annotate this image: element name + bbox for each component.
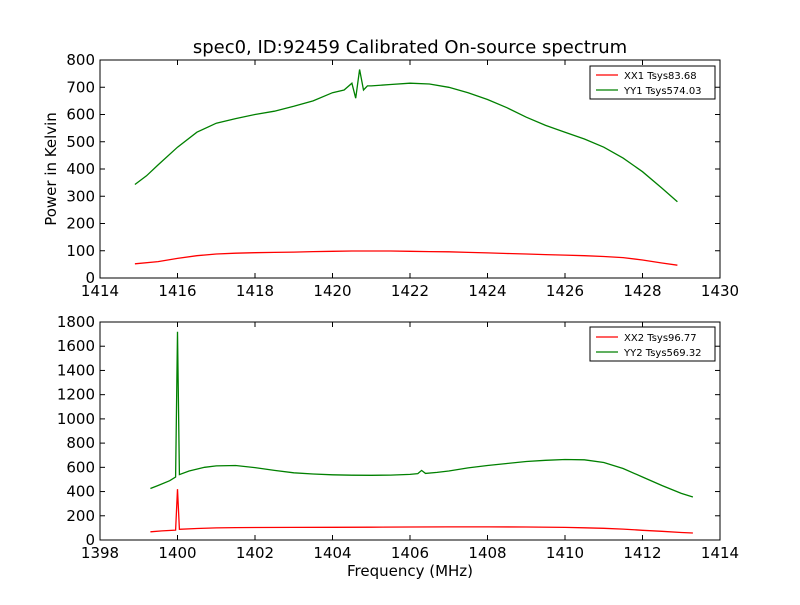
bottom-x-tick-label: 1404: [313, 544, 351, 562]
figure-title: spec0, ID:92459 Calibrated On-source spe…: [193, 37, 627, 58]
bottom-series-line-yy2: [150, 331, 694, 498]
bottom-x-ticks: 1398 1400 1402 1404 1406 1408 1410 1412 1414: [81, 322, 739, 562]
top-x-tick-label: 1430: [701, 282, 739, 300]
top-x-tick-label: 1420: [313, 282, 351, 300]
top-x-tick-label: 1426: [546, 282, 584, 300]
top-y-tick-label: 600: [66, 106, 95, 124]
bottom-x-tick-label: 1408: [468, 544, 506, 562]
top-chart: 1414 1416 1418 1420 1422 1424 1426 1428 1430 0 10…: [42, 51, 739, 300]
top-series-group: [134, 69, 678, 266]
bottom-legend-label-yy2: YY2 Tsys569.32: [623, 348, 702, 359]
top-y-tick-label: 200: [66, 215, 95, 233]
bottom-series-line-xx2: [150, 489, 693, 534]
bottom-legend: XX2 Tsys96.77 YY2 Tsys569.32: [589, 326, 716, 362]
bottom-y-tick-label: 1800: [57, 313, 95, 331]
top-y-tick-label: 500: [66, 133, 95, 151]
top-y-ticks: 0 100 200 300 400 500 600 700 800: [66, 51, 720, 287]
top-x-tick-label: 1422: [391, 282, 429, 300]
top-y-tick-label: 0: [85, 269, 95, 287]
top-legend-label-yy1: YY1 Tsys574.03: [623, 86, 702, 97]
bottom-legend-box: [589, 326, 716, 362]
bottom-series-group: [150, 331, 694, 534]
top-y-axis-label: Power in Kelvin: [42, 112, 60, 226]
top-x-tick-label: 1418: [236, 282, 274, 300]
top-y-tick-label: 100: [66, 242, 95, 260]
bottom-x-tick-label: 1412: [623, 544, 661, 562]
top-legend-box: [589, 65, 716, 100]
top-x-tick-label: 1414: [81, 282, 119, 300]
bottom-y-tick-label: 600: [66, 458, 95, 476]
bottom-x-tick-label: 1400: [158, 544, 196, 562]
top-y-tick-label: 300: [66, 187, 95, 205]
bottom-y-tick-label: 0: [85, 531, 95, 549]
top-x-tick-label: 1428: [623, 282, 661, 300]
top-x-tick-label: 1424: [468, 282, 506, 300]
bottom-y-tick-label: 200: [66, 507, 95, 525]
bottom-x-tick-label: 1410: [546, 544, 584, 562]
bottom-y-tick-label: 1000: [57, 410, 95, 428]
bottom-legend-label-xx2: XX2 Tsys96.77: [624, 333, 697, 344]
bottom-y-tick-label: 800: [66, 434, 95, 452]
bottom-y-ticks: 0 200 400 600 800 1000 1200 1400 1600 1800: [57, 313, 720, 549]
bottom-x-tick-label: 1406: [391, 544, 429, 562]
top-legend: XX1 Tsys83.68 YY1 Tsys574.03: [589, 65, 716, 100]
bottom-y-tick-label: 400: [66, 483, 95, 501]
top-y-tick-label: 400: [66, 160, 95, 178]
bottom-x-axis-label: Frequency (MHz): [347, 562, 473, 580]
bottom-y-tick-label: 1600: [57, 337, 95, 355]
bottom-y-tick-label: 1400: [57, 361, 95, 379]
bottom-y-tick-label: 1200: [57, 386, 95, 404]
bottom-chart: 1398 1400 1402 1404 1406 1408 1410 1412 1414 0 20…: [57, 313, 739, 580]
bottom-x-tick-label: 1414: [701, 544, 739, 562]
top-y-tick-label: 700: [66, 78, 95, 96]
top-legend-label-xx1: XX1 Tsys83.68: [624, 71, 697, 82]
top-x-tick-label: 1416: [158, 282, 196, 300]
top-series-line-xx1: [134, 250, 678, 266]
bottom-x-tick-label: 1398: [81, 544, 119, 562]
bottom-x-tick-label: 1402: [236, 544, 274, 562]
top-series-line-yy1: [134, 69, 678, 203]
top-y-tick-label: 800: [66, 51, 95, 69]
top-x-ticks: 1414 1416 1418 1420 1422 1424 1426 1428 1430: [81, 60, 739, 300]
